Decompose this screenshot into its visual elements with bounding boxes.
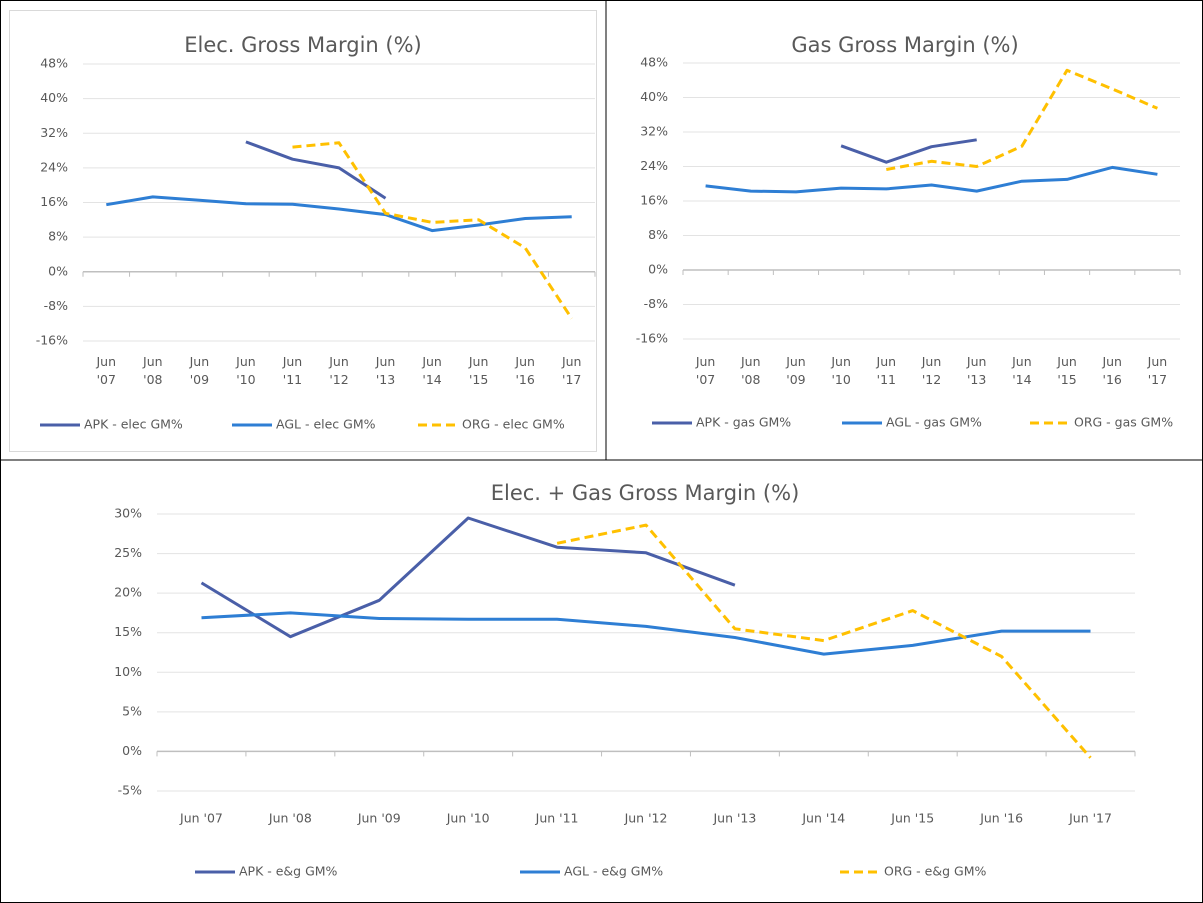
- y-tick-label: 25%: [114, 545, 142, 560]
- y-tick-label: 40%: [40, 90, 68, 105]
- y-tick-label: 8%: [648, 227, 668, 242]
- y-tick-label: 0%: [122, 743, 142, 758]
- y-tick-label: 40%: [640, 89, 668, 104]
- x-tick-label: Jun '08: [740, 354, 761, 387]
- x-tick-label: Jun '11: [876, 354, 897, 387]
- series-line: [705, 165, 1158, 194]
- x-tick-label: Jun '12: [921, 354, 942, 387]
- x-tick-label: Jun '15: [1056, 354, 1077, 387]
- x-tick-label: Jun '16: [514, 354, 535, 387]
- y-tick-label: 16%: [40, 194, 68, 209]
- y-tick-label: 15%: [114, 624, 142, 639]
- x-tick-label: Jun '13: [375, 354, 396, 387]
- series-line: [245, 140, 387, 200]
- x-tick-label: Jun '14: [1011, 354, 1032, 387]
- y-tick-label: 32%: [640, 124, 668, 139]
- x-tick-label: Jun '14: [801, 811, 845, 826]
- series-line: [556, 523, 1092, 759]
- series-line: [106, 195, 572, 233]
- legend-label: AGL - elec GM%: [276, 417, 376, 432]
- x-tick-label: Jun '09: [189, 354, 210, 387]
- y-tick-label: -8%: [44, 298, 68, 313]
- y-tick-label: 0%: [48, 263, 68, 278]
- x-tick-label: Jun '15: [468, 354, 489, 387]
- x-tick-label: Jun '08: [268, 811, 312, 826]
- x-tick-label: Jun '12: [328, 354, 349, 387]
- y-tick-label: 10%: [114, 664, 142, 679]
- series-line: [886, 68, 1158, 171]
- y-tick-label: -5%: [118, 783, 142, 798]
- x-tick-label: Jun '16: [979, 811, 1023, 826]
- series-line: [840, 138, 977, 164]
- x-tick-label: Jun '07: [96, 354, 117, 387]
- x-tick-label: Jun '16: [1101, 354, 1122, 387]
- x-tick-label: Jun '07: [695, 354, 716, 387]
- x-tick-label: Jun '13: [966, 354, 987, 387]
- x-tick-label: Jun '08: [142, 354, 163, 387]
- x-tick-label: Jun '09: [785, 354, 806, 387]
- y-tick-label: 30%: [114, 506, 142, 521]
- x-tick-label: Jun '10: [830, 354, 851, 387]
- y-tick-label: 24%: [40, 159, 68, 174]
- y-tick-label: 8%: [48, 229, 68, 244]
- x-tick-label: Jun '14: [421, 354, 442, 387]
- x-tick-label: Jun '09: [357, 811, 401, 826]
- y-tick-label: 48%: [40, 56, 68, 71]
- legend-label: AGL - e&g GM%: [564, 864, 663, 879]
- legend-label: ORG - gas GM%: [1074, 415, 1173, 430]
- y-tick-label: 48%: [640, 55, 668, 70]
- legend-label: APK - e&g GM%: [239, 864, 338, 879]
- x-tick-label: Jun '17: [1147, 354, 1168, 387]
- legend-label: ORG - e&g GM%: [884, 864, 986, 879]
- y-tick-label: 20%: [114, 585, 142, 600]
- x-tick-label: Jun '12: [624, 811, 668, 826]
- y-tick-label: 24%: [640, 158, 668, 173]
- x-tick-label: Jun '07: [179, 811, 223, 826]
- chart-title: Elec. + Gas Gross Margin (%): [491, 481, 800, 505]
- series-line: [201, 611, 1091, 656]
- y-tick-label: 16%: [640, 193, 668, 208]
- chart-frame: [9, 10, 597, 452]
- legend-label: APK - gas GM%: [696, 415, 791, 430]
- x-tick-label: Jun '17: [561, 354, 582, 387]
- legend-label: APK - elec GM%: [84, 417, 183, 432]
- x-tick-label: Jun '10: [446, 811, 490, 826]
- y-tick-label: -16%: [636, 331, 668, 346]
- y-tick-label: 5%: [122, 703, 142, 718]
- series-line: [200, 516, 736, 639]
- x-tick-label: Jun '11: [535, 811, 579, 826]
- y-tick-label: -8%: [644, 296, 668, 311]
- x-tick-label: Jun '17: [1068, 811, 1112, 826]
- y-tick-label: 0%: [648, 262, 668, 277]
- x-tick-label: Jun '10: [235, 354, 256, 387]
- x-tick-label: Jun '13: [712, 811, 756, 826]
- legend-label: ORG - elec GM%: [462, 417, 565, 432]
- series-line: [292, 141, 573, 320]
- chart-title: Elec. Gross Margin (%): [184, 33, 422, 57]
- y-tick-label: -16%: [36, 333, 68, 348]
- x-tick-label: Jun '11: [282, 354, 303, 387]
- chart-title: Gas Gross Margin (%): [791, 33, 1018, 57]
- x-tick-label: Jun '15: [890, 811, 934, 826]
- y-tick-label: 32%: [40, 125, 68, 140]
- legend-label: AGL - gas GM%: [886, 415, 982, 430]
